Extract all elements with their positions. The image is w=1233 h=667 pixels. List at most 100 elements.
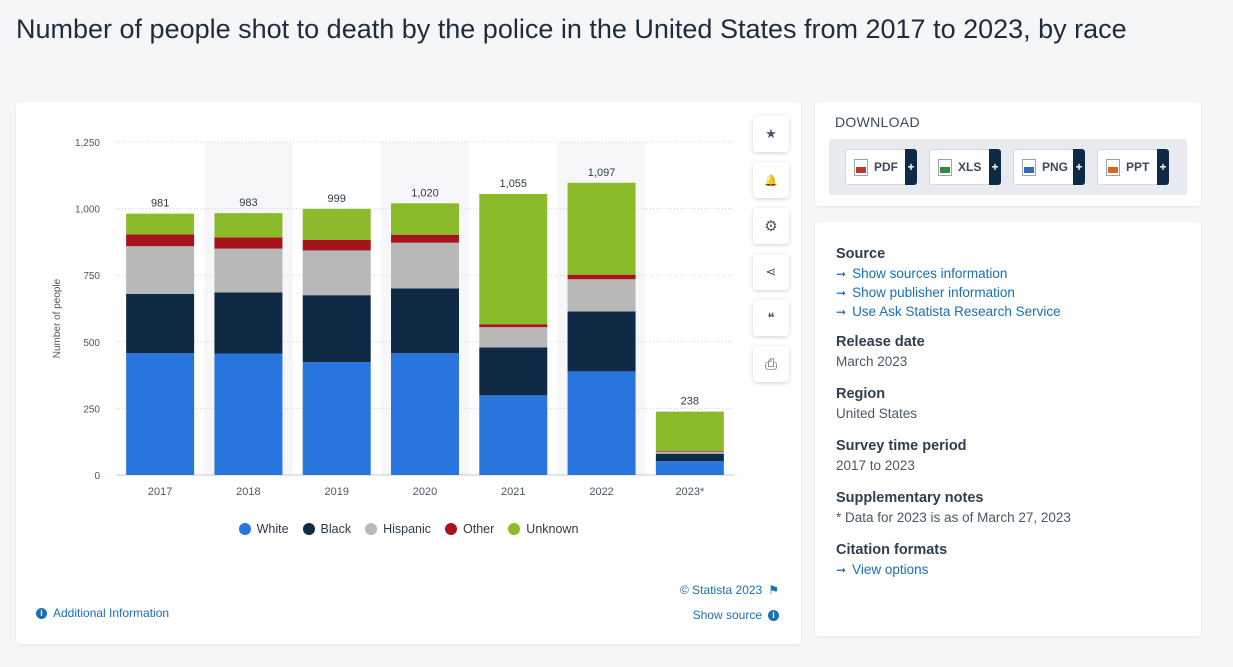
legend-label: Hispanic [383,522,432,536]
legend-swatch [445,523,458,535]
download-xls-button[interactable]: XLS + [929,149,1001,185]
legend-label: Unknown [526,522,579,536]
legend-swatch [302,523,315,535]
y-tick-label: 500 [83,338,100,349]
chart-card: 0 250 500 750 1,000 1,250 Number of people 981 2… [16,102,801,644]
bar-segment-unknown [391,203,459,235]
release-date-heading: Release date [836,334,925,350]
ask-statista-link[interactable]: ➞ Use Ask Statista Research Service [836,304,1181,319]
stacked-bar-chart: 0 250 500 750 1,000 1,250 Number of people 981 2… [52,138,734,498]
bar-segment-unknown [214,213,283,238]
additional-information-link[interactable]: i Additional Information [36,606,169,620]
bar-segment-hispanic [126,246,195,294]
y-tick-label: 1,000 [75,205,100,216]
total-label: 1,020 [411,187,439,199]
bar-segment-hispanic [302,250,371,296]
info-card: Source ➞ Show sources information ➞ Show p… [815,222,1201,636]
legend-item-unknown[interactable]: Unknown [508,522,578,536]
arrow-right-icon: ➞ [836,266,847,281]
bar-segment-hispanic [655,451,724,454]
y-tick-label: 750 [83,271,100,282]
bar-segment-black [655,453,724,462]
download-pdf-button[interactable]: PDF + [845,149,917,185]
bar-segment-black [302,295,371,363]
show-sources-link[interactable]: ➞ Show sources information [836,266,1181,281]
download-png-button[interactable]: PNG + [1013,149,1085,185]
pdf-label: PDF [874,160,898,174]
bar-segment-white [655,461,724,475]
legend-item-hispanic[interactable]: Hispanic [365,522,431,536]
total-label: 981 [151,198,169,210]
bar-segment-white [391,353,459,475]
favorite-button[interactable]: ★ [753,116,789,152]
show-source-link[interactable]: Show source i [693,608,779,622]
bar-segment-unknown [655,411,724,451]
pdf-file-icon [854,158,868,176]
legend-item-other[interactable]: Other [445,522,494,536]
supplementary-notes-heading: Supplementary notes [836,490,984,506]
show-source-label: Show source [692,608,762,622]
credit-text: © Statista 2023 [680,583,763,597]
star-icon: ★ [765,126,777,141]
show-publisher-label: Show publisher information [852,285,1015,300]
png-label: PNG [1042,160,1069,174]
info-icon: i [36,607,47,619]
statista-credit[interactable]: © Statista 2023 ⚑ [680,583,779,597]
print-button[interactable]: ⎙ [753,346,789,382]
bar-segment-hispanic [479,327,548,348]
bar-segment-other [302,239,371,251]
x-tick-label: 2022 [589,486,613,498]
citation-button[interactable]: ❝ [753,300,789,336]
total-label: 238 [681,396,699,408]
bar-segment-hispanic [391,242,459,289]
bar-segment-white [214,353,283,475]
region-value: United States [836,406,918,421]
y-tick-label: 0 [94,471,100,482]
bell-icon: 🔔 [764,174,778,187]
legend-swatch [238,523,251,535]
plus-icon: + [1073,149,1085,185]
bar-segment-unknown [302,208,371,240]
survey-period-heading: Survey time period [836,438,967,454]
bar-segment-white [479,395,548,475]
xls-label: XLS [958,160,982,174]
bar-segment-other [126,234,195,247]
arrow-right-icon: ➞ [836,562,847,577]
bar-segment-other [567,274,636,280]
survey-period-value: 2017 to 2023 [836,458,915,473]
plus-icon: + [989,149,1001,185]
release-date-value: March 2023 [836,354,908,369]
bar-segment-other [391,234,459,243]
download-buttons: PDF + XLS + PNG + PPT + [829,139,1187,195]
arrow-right-icon: ➞ [836,285,847,300]
share-button[interactable]: ⋖ [753,254,789,290]
x-tick-label: 2020 [413,486,437,498]
y-tick-label: 1,250 [75,138,100,149]
notification-button[interactable]: 🔔 [753,162,789,198]
bar-segment-black [479,347,548,396]
legend-swatch [365,523,378,535]
legend-label: Other [463,522,495,536]
download-ppt-button[interactable]: PPT + [1097,149,1169,185]
download-card: DOWNLOAD PDF + XLS + PNG + PPT + [815,102,1201,206]
region-heading: Region [836,386,886,402]
quote-icon: ❝ [767,310,775,325]
flag-icon: ⚑ [768,583,779,597]
view-options-link[interactable]: ➞ View options [836,562,1181,577]
bar-segment-other [479,324,548,328]
legend-item-black[interactable]: Black [302,522,352,536]
ask-statista-label: Use Ask Statista Research Service [852,304,1061,319]
x-tick-label: 2019 [324,486,348,498]
bar-segment-other [655,450,724,452]
legend-label: Black [320,522,352,536]
show-publisher-link[interactable]: ➞ Show publisher information [836,285,1181,300]
printer-icon: ⎙ [764,355,777,373]
chart-legend: White Black Hispanic Other Unknown [16,522,801,536]
legend-swatch [508,523,521,535]
total-label: 1,055 [500,178,528,190]
png-file-icon [1022,158,1036,176]
legend-item-white[interactable]: White [238,522,289,536]
view-options-label: View options [852,562,929,577]
bar-segment-unknown [126,213,195,235]
settings-button[interactable]: ⚙ [753,208,789,244]
